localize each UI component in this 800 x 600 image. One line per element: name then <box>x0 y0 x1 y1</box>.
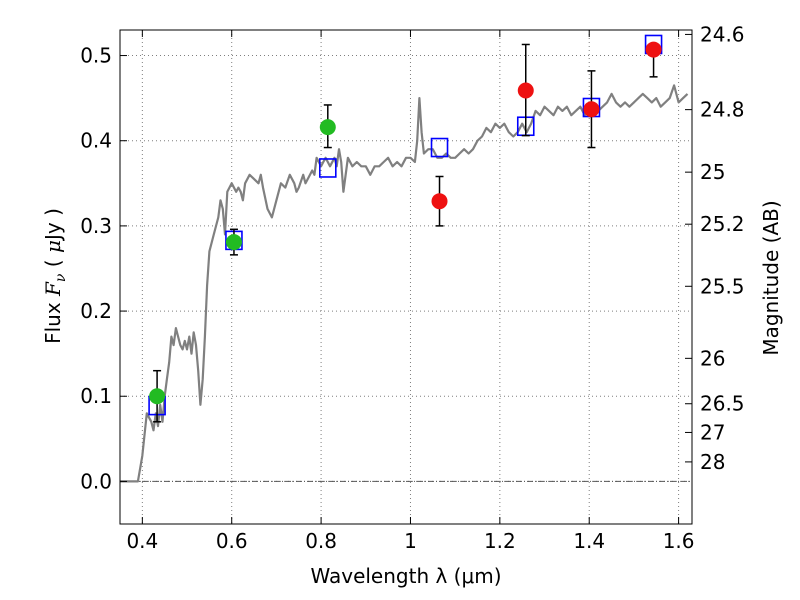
y-tick-label: 0.4 <box>80 129 112 153</box>
x-tick-label: 1.6 <box>663 529 695 553</box>
template-spectrum <box>120 84 689 483</box>
right-tick-label: 25 <box>700 160 725 184</box>
nondetection-point <box>583 101 600 118</box>
tick-labels: 0.4 0.6 0.8 1 1.2 1.4 1.6 0.0 0.1 0.2 0.3 0.4 0.5 24.… <box>80 22 744 553</box>
y-axis-label-right: Magnitude (AB) <box>759 200 783 355</box>
y-tick-label: 0.2 <box>80 299 112 323</box>
x-axis-label: Wavelength λ (μm) <box>310 564 501 588</box>
right-tick-label: 28 <box>700 450 725 474</box>
detection-point <box>149 388 166 405</box>
model-box <box>318 158 337 178</box>
nondetection-point <box>517 82 534 99</box>
model-box <box>430 137 449 158</box>
nondetection-point <box>431 193 448 210</box>
spectrum-line <box>120 84 689 483</box>
y-tick-label: 0.5 <box>80 44 112 68</box>
detection-point <box>225 234 242 251</box>
x-tick-label: 0.4 <box>126 529 158 553</box>
x-tick-label: 1.4 <box>573 529 605 553</box>
right-tick-label: 26 <box>700 346 725 370</box>
y-axis-label-left: Flux Fν ( μJy ) <box>41 208 69 344</box>
plot-frame <box>119 29 693 525</box>
y-tick-label: 0.1 <box>80 384 112 408</box>
detection-point <box>319 119 336 136</box>
y-tick-label: 0.3 <box>80 214 112 238</box>
x-tick-label: 1.2 <box>484 529 516 553</box>
right-tick-label: 24.8 <box>700 98 745 122</box>
right-tick-label: 27 <box>700 420 725 444</box>
nondetection-point <box>645 41 662 58</box>
data-points <box>149 41 662 405</box>
right-tick-label: 25.2 <box>700 212 745 236</box>
right-tick-label: 25.5 <box>700 274 745 298</box>
x-tick-label: 0.8 <box>305 529 337 553</box>
x-tick-label: 1 <box>404 529 417 553</box>
x-tick-label: 0.6 <box>216 529 248 553</box>
y-tick-label: 0.0 <box>80 469 112 493</box>
axis-ticks <box>120 30 692 524</box>
right-tick-label: 26.5 <box>700 392 745 416</box>
error-bars <box>153 43 658 423</box>
right-tick-label: 24.6 <box>700 22 745 46</box>
